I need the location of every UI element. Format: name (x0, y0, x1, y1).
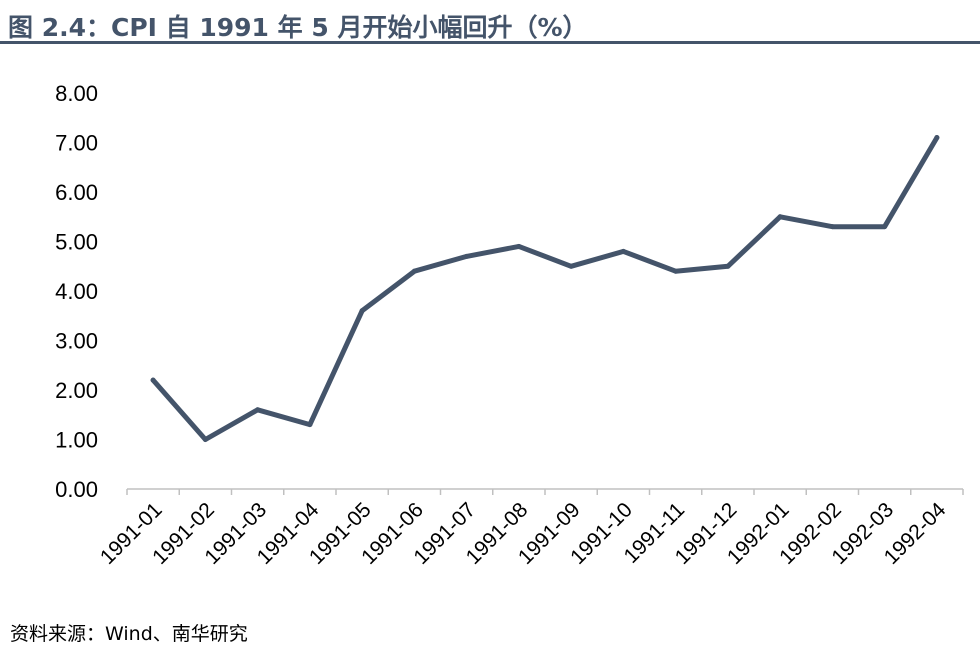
x-axis (126, 488, 964, 495)
data-point (307, 422, 313, 428)
x-axis-labels: 1991-011991-021991-031991-041991-051991-… (96, 498, 951, 569)
data-point (829, 224, 835, 230)
data-point (255, 407, 261, 413)
data-point (202, 437, 208, 442)
data-point (150, 377, 156, 383)
y-tick-label: 3.00 (55, 329, 98, 354)
y-tick-label: 6.00 (55, 180, 98, 205)
data-point (568, 263, 574, 269)
y-tick-label: 4.00 (55, 279, 98, 304)
y-tick-label: 1.00 (55, 428, 98, 453)
chart-title: 图 2.4：CPI 自 1991 年 5 月开始小幅回升（%） (8, 13, 588, 42)
y-tick-label: 7.00 (55, 131, 98, 156)
data-point (777, 214, 783, 220)
data-point (620, 248, 626, 254)
data-point (934, 135, 940, 141)
data-point (464, 253, 470, 259)
y-tick-label: 8.00 (55, 81, 98, 106)
data-point (725, 263, 731, 269)
y-tick-label: 5.00 (55, 230, 98, 255)
y-tick-label: 0.00 (55, 477, 98, 502)
title-bar: 图 2.4：CPI 自 1991 年 5 月开始小幅回升（%） (0, 0, 980, 44)
series-group (150, 135, 940, 442)
data-point (411, 268, 417, 274)
data-point (882, 224, 888, 230)
data-point (673, 268, 679, 274)
source-note: 资料来源：Wind、南华研究 (10, 623, 248, 645)
line-chart: 0.00 1.00 2.00 3.00 4.00 5.00 6.00 7.00 8.00 199… (55, 81, 964, 569)
series-line (150, 135, 940, 442)
data-point (516, 243, 522, 249)
data-point (359, 308, 365, 314)
y-axis-labels: 0.00 1.00 2.00 3.00 4.00 5.00 6.00 7.00 8.00 (55, 81, 98, 502)
y-tick-label: 2.00 (55, 378, 98, 403)
